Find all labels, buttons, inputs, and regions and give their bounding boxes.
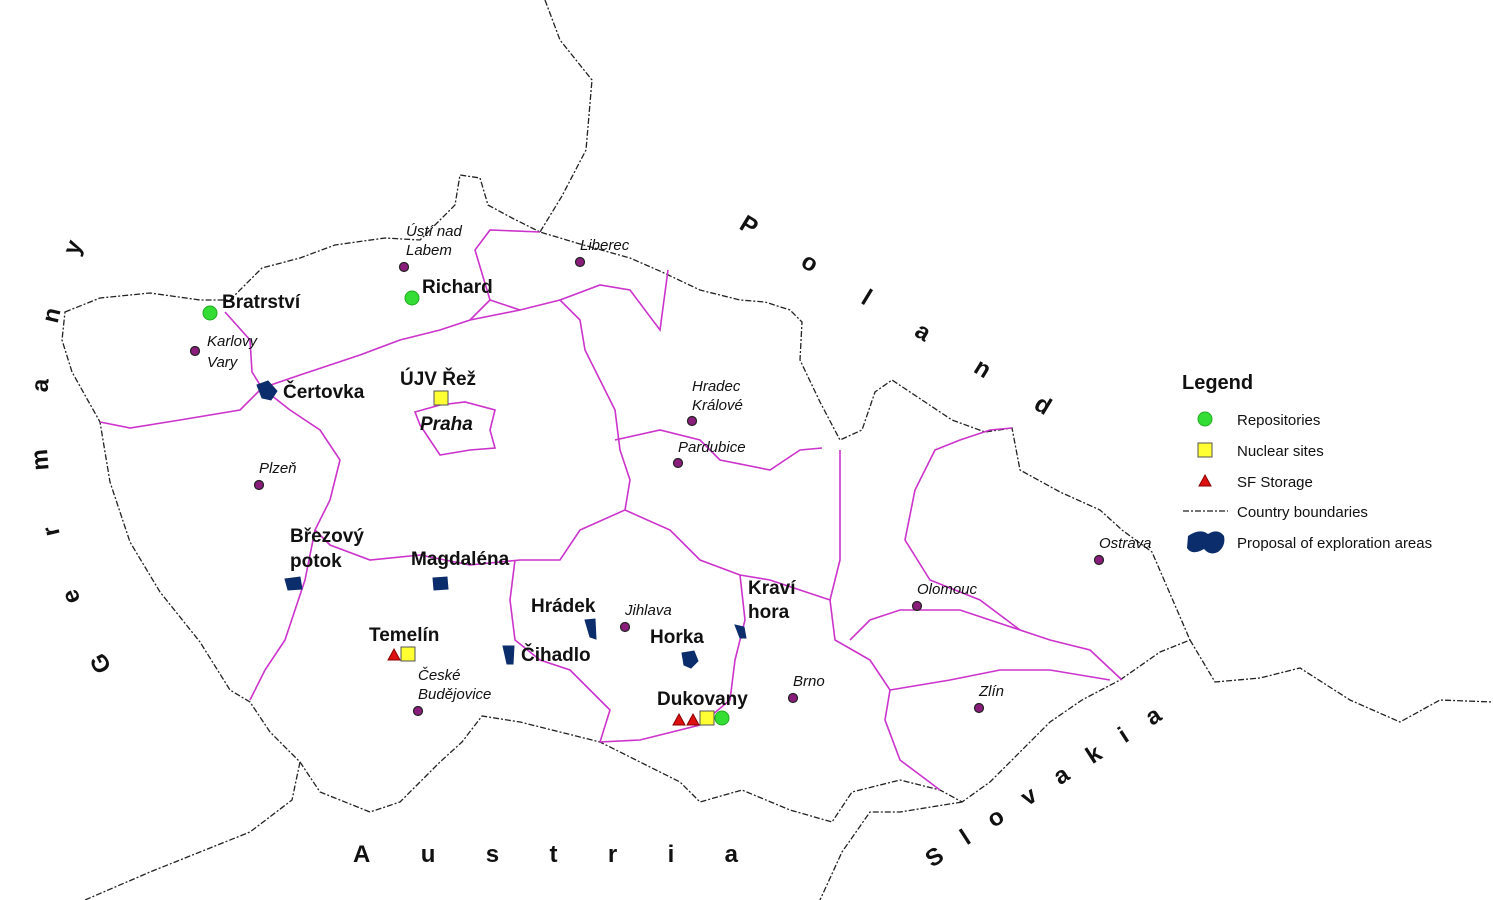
region-boundary — [829, 599, 941, 791]
legend-item: Nuclear sites — [1237, 443, 1324, 460]
city-label: Olomouc — [917, 581, 978, 598]
repository-icon — [404, 290, 420, 306]
legend: Legend Repositories Nuclear sites SF Sto… — [1182, 372, 1432, 554]
city-label: Ústí nad — [406, 223, 463, 240]
city-dot-usti — [398, 261, 410, 273]
sites: Bratrství Richard Čertovka ÚJV Řež Březo… — [202, 277, 796, 726]
region-boundary — [99, 311, 264, 429]
city-label: Vary — [207, 354, 239, 371]
legend-sf-storage-icon — [1198, 473, 1212, 487]
site-label-kravi-hora: Kraví — [748, 578, 796, 599]
city-dot-zlin — [973, 702, 985, 714]
nuclear-site-icon — [699, 710, 715, 726]
site-label-kravi-hora-2: hora — [748, 602, 790, 623]
city-label-praha: Praha — [420, 414, 473, 435]
site-label-dukovany: Dukovany — [657, 689, 748, 710]
site-label-cihadlo: Čihadlo — [521, 644, 591, 666]
region-boundary — [849, 609, 1021, 641]
city-dot-brno — [787, 692, 799, 704]
site-label-richard: Richard — [422, 277, 493, 298]
region-boundary — [889, 669, 1111, 691]
exploration-area-icon — [256, 380, 278, 401]
label-poland: Poland — [735, 210, 1056, 421]
country-labels: Germany Poland Austria Slovakia — [26, 210, 1167, 873]
germany-poland-border — [539, 0, 593, 233]
site-label-magdalena: Magdaléna — [411, 549, 510, 570]
legend-item: SF Storage — [1237, 474, 1313, 491]
legend-exploration-area-icon — [1187, 531, 1225, 554]
city-dot-pardubice — [672, 457, 684, 469]
legend-item: Proposal of exploration areas — [1237, 535, 1432, 552]
exploration-area-icon — [432, 576, 449, 591]
region-boundary — [489, 269, 669, 333]
region-boundary — [614, 429, 823, 471]
exploration-area-icon — [584, 618, 597, 640]
legend-repository-icon — [1197, 411, 1213, 427]
austria-slovakia-border — [819, 801, 963, 900]
site-label-horka: Horka — [650, 627, 704, 648]
legend-item: Country boundaries — [1237, 504, 1368, 521]
site-label-bratrstvi: Bratrství — [222, 292, 301, 313]
city-label: Hradec — [692, 378, 741, 395]
city-label: Liberec — [580, 237, 630, 254]
city-label: Labem — [406, 242, 452, 259]
region-boundary — [261, 229, 541, 389]
city-label: Karlovy — [207, 333, 259, 350]
exploration-area-icon — [734, 624, 747, 639]
region-boundary — [599, 574, 746, 743]
sf-storage-icon — [387, 647, 401, 661]
exploration-area-icon — [502, 645, 515, 665]
city-dot-ostrava — [1093, 554, 1105, 566]
city-dot-ceske-budejovice — [412, 705, 424, 717]
city-dot-hradec — [686, 415, 698, 427]
site-label-hradek: Hrádek — [531, 596, 596, 617]
exploration-area-icon — [284, 576, 303, 591]
city-label: Brno — [793, 673, 825, 690]
city-label: Jihlava — [624, 602, 672, 619]
exploration-area-icon — [681, 650, 699, 669]
city-label: Králové — [692, 397, 743, 414]
region-boundary — [314, 299, 631, 566]
legend-title: Legend — [1182, 372, 1253, 394]
city-dot-jihlava — [619, 621, 631, 633]
city-dot-plzen — [253, 479, 265, 491]
repository-icon — [202, 305, 218, 321]
city-label: Plzeň — [259, 460, 297, 477]
repository-icon — [714, 710, 730, 726]
sf-storage-icon — [686, 712, 700, 726]
site-label-brezovy-potok: Březový — [290, 526, 364, 547]
site-label-certovka: Čertovka — [283, 381, 365, 403]
region-boundary — [904, 427, 1123, 681]
czech-border — [61, 174, 1191, 823]
germany-austria-border — [84, 761, 301, 900]
praha-boundary — [413, 401, 497, 456]
legend-nuclear-site-icon — [1197, 442, 1213, 458]
site-label-brezovy-potok-2: potok — [290, 551, 342, 572]
city-label: České — [418, 667, 461, 684]
city-dot-olomouc — [911, 600, 923, 612]
city-label: Zlín — [978, 683, 1004, 700]
site-label-ujv-rez: ÚJV Řež — [400, 368, 476, 390]
site-label-temelin: Temelín — [369, 625, 439, 646]
city-label: Ostrava — [1099, 535, 1152, 552]
city-dot-liberec — [574, 256, 586, 268]
sf-storage-icon — [672, 712, 686, 726]
city-label: Pardubice — [678, 439, 746, 456]
label-germany: Germany — [26, 236, 117, 678]
country-boundaries — [61, 0, 1493, 900]
city-label: Budějovice — [418, 686, 491, 703]
city-dot-karlovy-vary — [189, 345, 201, 357]
region-boundary — [624, 450, 841, 602]
nuclear-site-icon — [400, 646, 416, 662]
label-slovakia: Slovakia — [921, 701, 1167, 873]
label-austria: Austria — [353, 841, 739, 868]
cities: Ústí nad Labem Liberec Karlovy Vary Hrad… — [189, 223, 1152, 717]
legend-item: Repositories — [1237, 412, 1320, 429]
region-boundaries — [99, 229, 1123, 791]
nuclear-site-icon — [433, 390, 449, 406]
poland-slovakia-border — [1189, 639, 1493, 723]
region-boundary — [509, 559, 611, 743]
